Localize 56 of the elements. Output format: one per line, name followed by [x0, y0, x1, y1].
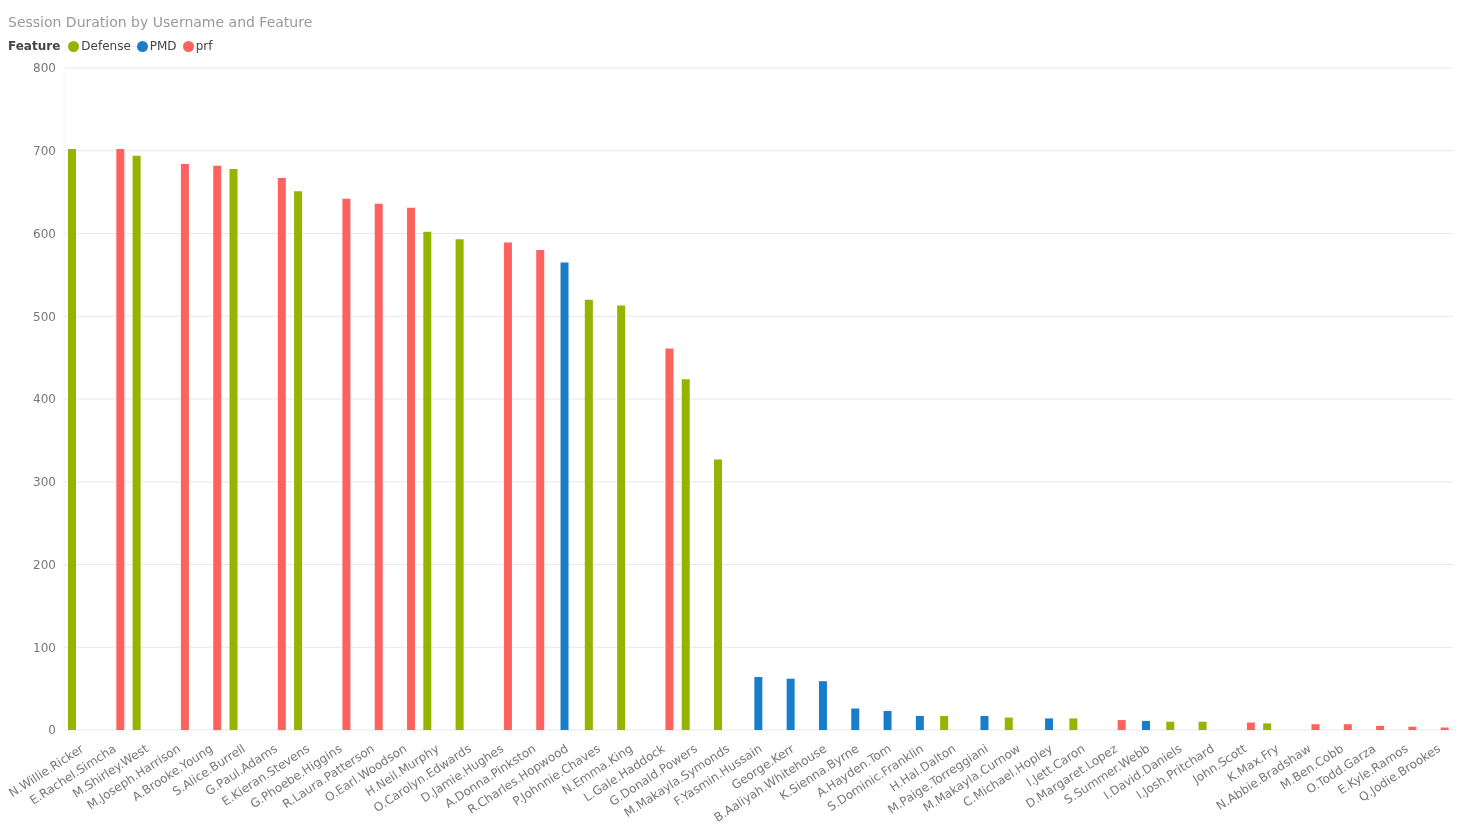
bar	[681, 379, 690, 730]
bar	[1246, 722, 1255, 730]
chart-title: Session Duration by Username and Feature	[8, 13, 314, 32]
legend-title: Feature	[8, 39, 61, 53]
bar	[1198, 721, 1207, 730]
bar	[1408, 726, 1417, 730]
bar	[584, 299, 593, 730]
y-tick-label: 100	[33, 640, 56, 655]
bar	[374, 203, 383, 730]
bar	[407, 207, 416, 730]
bar	[1263, 723, 1272, 730]
bar	[1045, 718, 1054, 730]
bar	[1166, 721, 1175, 730]
y-tick-label: 200	[33, 557, 56, 572]
bar	[455, 239, 464, 730]
y-tick-label: 300	[33, 475, 56, 490]
bar	[883, 710, 892, 730]
y-tick-label: 400	[33, 392, 56, 407]
bar	[116, 149, 125, 730]
bar	[940, 715, 949, 730]
bar	[665, 348, 674, 730]
bar	[180, 163, 189, 730]
bar	[754, 677, 763, 730]
bar	[1311, 724, 1320, 730]
bar	[68, 149, 76, 730]
bar	[213, 165, 222, 730]
bar	[915, 715, 924, 730]
bar	[294, 191, 303, 730]
bar	[132, 155, 141, 730]
y-tick-label: 600	[33, 226, 56, 241]
legend-label: Defense	[80, 39, 131, 53]
bar	[714, 459, 723, 730]
bar	[851, 708, 860, 730]
bar	[342, 198, 351, 730]
y-tick-label: 500	[33, 309, 56, 324]
bar	[277, 178, 286, 730]
bar	[1141, 720, 1150, 730]
bar	[980, 715, 989, 730]
bar	[503, 242, 512, 730]
bar	[818, 681, 827, 730]
bar	[617, 305, 626, 730]
bar	[1069, 718, 1078, 730]
bar	[536, 250, 545, 730]
legend-label: prf	[194, 39, 213, 53]
y-tick-label: 700	[33, 144, 56, 159]
bar	[560, 262, 569, 730]
y-tick-label: 0	[48, 723, 56, 738]
bar	[786, 678, 795, 730]
bar	[1376, 725, 1385, 730]
bar	[423, 231, 432, 730]
bar	[1343, 724, 1352, 730]
legend-label: PMD	[148, 39, 177, 53]
y-tick-label: 800	[33, 61, 56, 76]
bar	[1004, 717, 1013, 730]
bar	[229, 168, 238, 730]
bar	[1117, 720, 1126, 730]
